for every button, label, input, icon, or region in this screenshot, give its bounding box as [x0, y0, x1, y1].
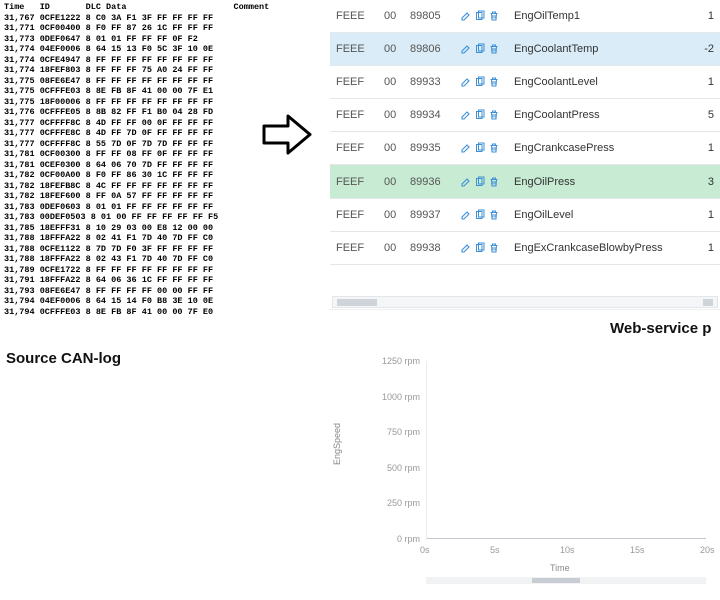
cell-id: 89938 [404, 231, 454, 264]
cell-value: 1 [698, 231, 720, 264]
cell-pgn: FEEF [330, 165, 378, 198]
delete-icon[interactable] [488, 209, 500, 221]
cell-signal-name: EngOilLevel [508, 198, 698, 231]
cell-signal-name: EngCoolantPress [508, 99, 698, 132]
scrollbar-thumb[interactable] [337, 299, 377, 306]
cell-value: 3 [698, 165, 720, 198]
cell-id: 89806 [404, 33, 454, 66]
cell-pgn: FEEE [330, 33, 378, 66]
delete-icon[interactable] [488, 176, 500, 188]
copy-icon[interactable] [474, 209, 486, 221]
cell-signal-name: EngExCrankcaseBlowbyPress [508, 231, 698, 264]
table-row[interactable]: FEEE0089805 EngOilTemp11 [330, 0, 720, 33]
cell-sa: 00 [378, 99, 404, 132]
delete-icon[interactable] [488, 76, 500, 88]
edit-icon[interactable] [460, 43, 472, 55]
chart-ytick: 0 rpm [370, 534, 420, 544]
copy-icon[interactable] [474, 43, 486, 55]
delete-icon[interactable] [488, 242, 500, 254]
cell-sa: 00 [378, 165, 404, 198]
cell-id: 89805 [404, 0, 454, 33]
cell-sa: 00 [378, 33, 404, 66]
cell-id: 89936 [404, 165, 454, 198]
edit-icon[interactable] [460, 76, 472, 88]
cell-id: 89934 [404, 99, 454, 132]
copy-icon[interactable] [474, 10, 486, 22]
cell-sa: 00 [378, 198, 404, 231]
cell-signal-name: EngCoolantLevel [508, 66, 698, 99]
copy-icon[interactable] [474, 176, 486, 188]
chart-ytick: 500 rpm [370, 463, 420, 473]
table-row[interactable]: FEEF0089933 EngCoolantLevel1 [330, 66, 720, 99]
cell-id: 89937 [404, 198, 454, 231]
cell-sa: 00 [378, 132, 404, 165]
cell-pgn: FEEF [330, 132, 378, 165]
table-row[interactable]: FEEF0089936 EngOilPress3 [330, 165, 720, 198]
can-log-text: Time ID DLC Data Comment 31,767 0CFE1222… [4, 2, 261, 317]
chart-scrollbar-thumb[interactable] [532, 578, 580, 583]
delete-icon[interactable] [488, 43, 500, 55]
cell-id: 89935 [404, 132, 454, 165]
edit-icon[interactable] [460, 109, 472, 121]
chart-ytick: 250 rpm [370, 498, 420, 508]
table-row[interactable]: FEEF0089935 EngCrankcasePress1 [330, 132, 720, 165]
cell-sa: 00 [378, 231, 404, 264]
source-can-log-label: Source CAN-log [6, 350, 121, 367]
cell-value: 1 [698, 198, 720, 231]
engspeed-chart: EngSpeed 1250 rpm 1000 rpm 750 rpm 500 rpm 2… [330, 355, 716, 590]
cell-signal-name: EngCoolantTemp [508, 33, 698, 66]
table-row[interactable]: FEEF0089934 EngCoolantPress5 [330, 99, 720, 132]
chart-ytick: 750 rpm [370, 427, 420, 437]
chart-xlabel: Time [550, 563, 570, 573]
cell-pgn: FEEE [330, 0, 378, 33]
cell-value: 1 [698, 66, 720, 99]
edit-icon[interactable] [460, 242, 472, 254]
chart-ytick: 1250 rpm [370, 356, 420, 366]
scrollbar-thumb-right[interactable] [703, 299, 713, 306]
table-scrollbar[interactable] [332, 296, 718, 308]
edit-icon[interactable] [460, 10, 472, 22]
cell-pgn: FEEF [330, 198, 378, 231]
copy-icon[interactable] [474, 142, 486, 154]
cell-sa: 00 [378, 0, 404, 33]
copy-icon[interactable] [474, 109, 486, 121]
cell-pgn: FEEF [330, 66, 378, 99]
chart-xtick: 5s [490, 545, 500, 555]
table-row[interactable]: FEEF0089937 EngOilLevel1 [330, 198, 720, 231]
cell-value: -2 [698, 33, 720, 66]
can-log-pane: Time ID DLC Data Comment 31,767 0CFE1222… [0, 0, 265, 340]
chart-scrollbar[interactable] [426, 577, 706, 584]
edit-icon[interactable] [460, 209, 472, 221]
chart-xtick: 10s [560, 545, 575, 555]
delete-icon[interactable] [488, 109, 500, 121]
delete-icon[interactable] [488, 10, 500, 22]
delete-icon[interactable] [488, 142, 500, 154]
edit-icon[interactable] [460, 142, 472, 154]
cell-value: 1 [698, 132, 720, 165]
chart-plot-area [426, 361, 706, 539]
cell-pgn: FEEF [330, 99, 378, 132]
cell-id: 89933 [404, 66, 454, 99]
signal-table-pane: FEEE0089805EngOilTemp11FEEE0089806EngCoo… [330, 0, 720, 310]
chart-xtick: 20s [700, 545, 715, 555]
cell-signal-name: EngCrankcasePress [508, 132, 698, 165]
chart-xtick: 0s [420, 545, 430, 555]
copy-icon[interactable] [474, 242, 486, 254]
edit-icon[interactable] [460, 176, 472, 188]
chart-xtick: 15s [630, 545, 645, 555]
chart-ytick: 1000 rpm [370, 392, 420, 402]
arrow-icon [262, 112, 312, 157]
cell-value: 5 [698, 99, 720, 132]
table-row[interactable]: FEEF0089938 EngExCrankcaseBlowbyPress1 [330, 231, 720, 264]
table-row[interactable]: FEEE0089806 EngCoolantTemp-2 [330, 33, 720, 66]
cell-sa: 00 [378, 66, 404, 99]
cell-signal-name: EngOilTemp1 [508, 0, 698, 33]
signal-table: FEEE0089805EngOilTemp11FEEE0089806EngCoo… [330, 0, 720, 265]
web-service-label: Web-service p [610, 320, 711, 337]
cell-signal-name: EngOilPress [508, 165, 698, 198]
copy-icon[interactable] [474, 76, 486, 88]
cell-value: 1 [698, 0, 720, 33]
cell-pgn: FEEF [330, 231, 378, 264]
chart-ylabel: EngSpeed [332, 423, 342, 465]
